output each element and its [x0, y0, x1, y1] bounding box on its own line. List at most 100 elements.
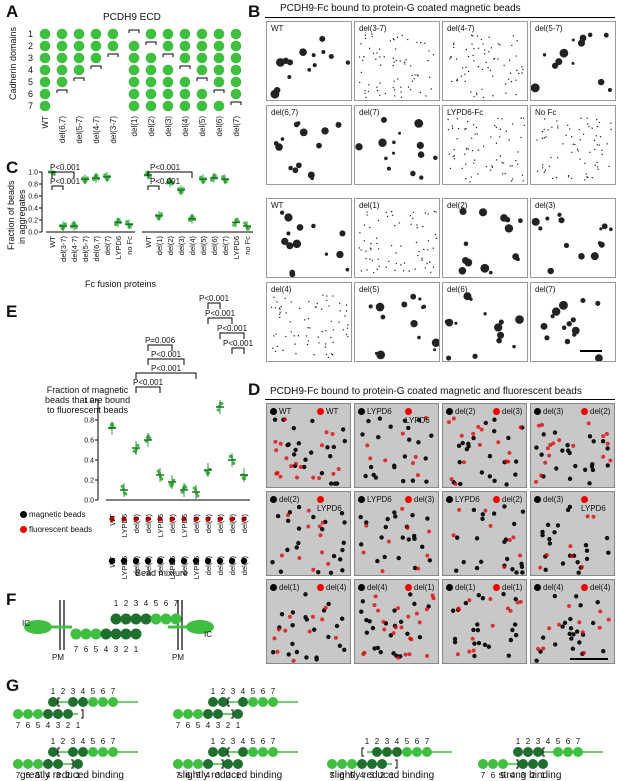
- domain-circle: [39, 64, 51, 76]
- domain-number: 7: [28, 101, 33, 111]
- fluorescent-bead: [361, 550, 366, 555]
- magnetic-bead: [590, 462, 595, 467]
- deletion-bracket: [213, 89, 225, 93]
- e-red-label: LYPD6: [120, 514, 129, 537]
- magnetic-bead: [601, 648, 606, 654]
- bead: [313, 354, 315, 356]
- domain-circle: [128, 52, 140, 64]
- bead: [488, 36, 490, 39]
- bead: [376, 350, 386, 360]
- bead: [371, 33, 373, 35]
- magnetic-bead-label: del(3): [534, 407, 563, 416]
- magnetic-bead: [406, 537, 411, 542]
- bead: [587, 32, 593, 38]
- magnetic-bead: [272, 417, 278, 422]
- domain-circle: [145, 52, 157, 64]
- magnetic-bead: [506, 435, 511, 441]
- g-domain-number: 4: [395, 737, 400, 746]
- tile-label: LYPD6-Fc: [447, 108, 484, 117]
- bead: [316, 302, 318, 305]
- g-domain-number: 7: [16, 771, 21, 780]
- g-domain: [238, 697, 248, 707]
- g-pair-4: 1 2 3 4 5 6 77 6 5 4 3 2 1: [173, 737, 298, 780]
- c-bracket: [51, 185, 64, 190]
- fluorescent-bead: [282, 417, 287, 422]
- bead: [418, 297, 422, 301]
- magnetic-bead: [555, 523, 561, 528]
- bead: [342, 329, 344, 331]
- panel-e-ylabel-2: beads that are bound: [45, 395, 131, 405]
- magnetic-bead: [392, 608, 397, 613]
- bead: [511, 123, 514, 125]
- bead: [372, 271, 375, 274]
- bead: [406, 38, 409, 41]
- bead: [296, 224, 304, 231]
- bead-dots: [534, 421, 613, 486]
- g-domain: [53, 709, 63, 719]
- bead: [409, 215, 412, 217]
- bead: [610, 128, 612, 131]
- bead: [597, 78, 605, 86]
- bead: [585, 173, 587, 175]
- fluorescent-bead: [591, 514, 596, 519]
- magnetic-bead: [480, 516, 485, 522]
- e-black-label: LYPD6: [192, 556, 201, 579]
- domain-circle: [162, 100, 174, 112]
- bead: [422, 225, 424, 228]
- c-data-point: [125, 220, 129, 224]
- bead: [591, 127, 593, 129]
- magnetic-bead: [286, 652, 291, 657]
- g-domain: [412, 747, 422, 757]
- fluorescent-bead: [580, 630, 585, 635]
- bead: [512, 344, 516, 349]
- bead: [450, 55, 452, 58]
- bead: [593, 139, 596, 142]
- fluorescent-bead: [557, 622, 562, 627]
- bead: [276, 345, 279, 348]
- mixed-bead-tile: del(4) del(1): [354, 579, 439, 664]
- domain-circle: [73, 28, 85, 40]
- panel-a-title: PCDH9 ECD: [103, 12, 161, 23]
- bead: [398, 131, 402, 135]
- bead: [464, 128, 466, 130]
- g-domain-number: 4: [546, 737, 551, 746]
- domain-circle: [213, 28, 225, 40]
- bead-speckles: [368, 293, 439, 360]
- g-domain: [48, 697, 58, 707]
- g-domain-number: 7: [330, 771, 335, 780]
- mixed-bead-tile: del(4) del(4): [530, 579, 615, 664]
- bead: [376, 52, 378, 54]
- panel-label-f: F: [6, 590, 17, 609]
- magnetic-bead: [396, 555, 401, 561]
- fluorescent-bead-label: del(2): [581, 407, 610, 416]
- fluorescent-bead: [536, 423, 541, 428]
- bead: [399, 60, 401, 62]
- domain-circle: [230, 52, 242, 64]
- bead: [579, 139, 581, 141]
- bead: [501, 161, 503, 164]
- bead: [456, 78, 458, 81]
- fluorescent-bead: [536, 646, 541, 651]
- bead: [370, 248, 372, 250]
- magnetic-bead: [360, 599, 366, 604]
- bead: [608, 165, 610, 168]
- bead: [367, 90, 370, 93]
- e-red-label: del(3): [132, 514, 141, 534]
- domain-number-bottom: 4: [104, 645, 109, 654]
- g-domain-number: 3: [231, 687, 236, 696]
- e-red-dot: [205, 516, 211, 522]
- bead: [273, 141, 279, 146]
- fluorescent-bead: [608, 458, 613, 463]
- bead: [401, 34, 403, 37]
- g-domain-number: 5: [196, 771, 201, 780]
- fluorescent-bead: [406, 614, 411, 619]
- magnetic-bead: [492, 478, 497, 484]
- g-domain: [538, 759, 548, 769]
- bead: [409, 88, 412, 91]
- magnetic-bead: [342, 438, 347, 444]
- bead: [505, 130, 508, 133]
- panel-e-ylabel: Fraction of magnetic beads that are boun…: [45, 385, 130, 415]
- g-domain-number: 6: [101, 737, 106, 746]
- magnetic-bead: [385, 516, 390, 522]
